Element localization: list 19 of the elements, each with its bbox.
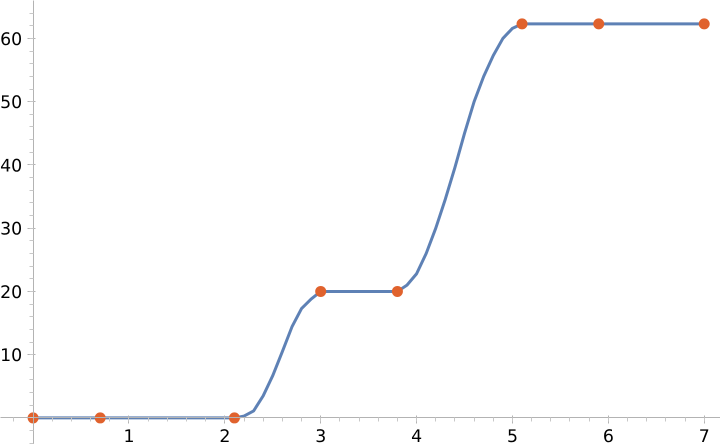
x-tick-label: 1	[123, 426, 134, 444]
x-tick-label: 6	[602, 426, 614, 444]
point	[392, 286, 403, 297]
y-tick-label: 60	[0, 30, 22, 50]
point	[593, 18, 604, 30]
point	[315, 286, 326, 297]
y-tick-label: 50	[0, 93, 22, 114]
x-tick-label: 7	[698, 426, 710, 444]
point	[698, 18, 710, 30]
y-tick-label: 30	[0, 220, 22, 240]
x-tick-label: 5	[506, 426, 518, 444]
point	[228, 412, 240, 424]
y-tick-label: 10	[0, 346, 22, 366]
x-tick-label: 4	[411, 426, 422, 444]
y-tick-label: 40	[0, 156, 22, 176]
y-tick-label: 20	[0, 282, 22, 303]
x-tick-label: 2	[219, 426, 230, 444]
x-tick-label: 3	[315, 426, 326, 444]
point	[516, 18, 528, 30]
